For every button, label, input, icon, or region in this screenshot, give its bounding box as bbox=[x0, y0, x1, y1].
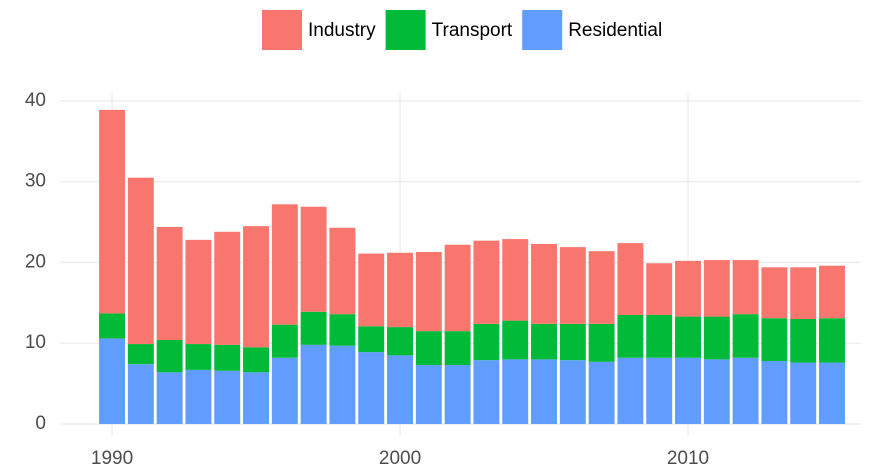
legend-label: Industry bbox=[308, 20, 376, 41]
bar-segment bbox=[531, 243, 557, 324]
bar-segment bbox=[732, 260, 759, 315]
bar-segment bbox=[214, 370, 241, 424]
legend-key bbox=[262, 10, 302, 50]
x-tick-label: 2010 bbox=[667, 448, 709, 469]
bar-segment bbox=[502, 320, 529, 360]
bar-segment bbox=[761, 267, 788, 319]
bar-segment bbox=[588, 251, 615, 324]
bar-segment bbox=[444, 331, 471, 366]
bar-segment bbox=[531, 359, 557, 424]
bar-segment bbox=[646, 314, 673, 358]
legend-label: Residential bbox=[568, 20, 662, 41]
bar-segment bbox=[214, 344, 241, 371]
bar-segment bbox=[761, 360, 788, 424]
bar-segment bbox=[358, 352, 385, 424]
y-tick-label: 30 bbox=[25, 171, 46, 192]
y-tick-label: 40 bbox=[25, 90, 46, 111]
legend-key bbox=[385, 10, 426, 50]
bar-segment bbox=[559, 247, 586, 324]
bar-segment bbox=[502, 239, 529, 321]
bar-segment bbox=[243, 347, 269, 373]
bar-segment bbox=[156, 340, 183, 373]
bar-segment bbox=[99, 313, 125, 339]
bar-segment bbox=[617, 357, 644, 424]
bar-segment bbox=[761, 318, 788, 361]
y-tick-label: 20 bbox=[25, 251, 46, 272]
bar-segment bbox=[588, 323, 615, 362]
bar-segment bbox=[646, 263, 673, 315]
bar-segment bbox=[790, 267, 817, 320]
bar-segment bbox=[473, 240, 500, 324]
bar-segment bbox=[444, 244, 471, 332]
bar-segment bbox=[329, 314, 356, 346]
bar-segment bbox=[127, 177, 154, 345]
bar-segment bbox=[99, 338, 125, 424]
bar-segment bbox=[617, 314, 644, 358]
bar-segment bbox=[214, 231, 241, 345]
y-tick-label: 0 bbox=[35, 413, 46, 434]
bar-segment bbox=[473, 360, 500, 424]
bar-segment bbox=[127, 364, 154, 424]
bar-segment bbox=[819, 362, 845, 424]
x-tick-label: 1990 bbox=[91, 448, 133, 469]
bar-segment bbox=[732, 357, 759, 424]
bar-segment bbox=[646, 357, 673, 424]
bar-segment bbox=[329, 345, 356, 424]
legend-label: Transport bbox=[432, 20, 513, 41]
bar-segment bbox=[415, 331, 442, 366]
bar-segment bbox=[559, 360, 586, 424]
bar-segment bbox=[185, 369, 212, 424]
bar-segment bbox=[675, 260, 701, 317]
bar-segment bbox=[473, 323, 500, 361]
bar-segment bbox=[358, 326, 385, 353]
legend-key bbox=[522, 10, 563, 50]
bar-segment bbox=[559, 323, 586, 361]
x-tick-label: 2000 bbox=[379, 448, 421, 469]
bar-segment bbox=[127, 344, 154, 365]
bar-segment bbox=[185, 239, 212, 345]
bar-segment bbox=[732, 314, 759, 358]
bar-segment bbox=[156, 372, 183, 424]
bar-segment bbox=[300, 311, 327, 345]
bar-segment bbox=[703, 359, 730, 424]
bar-segment bbox=[300, 344, 327, 424]
bar-segment bbox=[271, 324, 298, 358]
bar-segment bbox=[444, 365, 471, 424]
bar-segment bbox=[387, 252, 413, 328]
bar-segment bbox=[415, 251, 442, 332]
bar-segment bbox=[819, 265, 845, 319]
bar-segment bbox=[675, 316, 701, 358]
bar-segment bbox=[156, 226, 183, 341]
bar-segment bbox=[415, 365, 442, 424]
bar-segment bbox=[358, 253, 385, 327]
bar-segment bbox=[531, 323, 557, 360]
bar-segment bbox=[703, 316, 730, 360]
bar-segment bbox=[703, 260, 730, 317]
bar-segment bbox=[617, 243, 644, 315]
bar-segment bbox=[588, 361, 615, 424]
bar-segment bbox=[387, 327, 413, 356]
bar-segment bbox=[387, 355, 413, 424]
bar-segment bbox=[300, 206, 327, 312]
bar-segment bbox=[790, 319, 817, 363]
bar-segment bbox=[502, 359, 529, 424]
bar-segment bbox=[819, 318, 845, 363]
bar-segment bbox=[329, 227, 356, 315]
bar-segment bbox=[99, 109, 125, 314]
bar-segment bbox=[243, 226, 269, 348]
bar-segment bbox=[185, 344, 212, 370]
bar-segment bbox=[271, 204, 298, 325]
bar-segment bbox=[271, 357, 298, 424]
bar-segment bbox=[790, 362, 817, 424]
bar-segment bbox=[675, 357, 701, 424]
y-tick-label: 10 bbox=[25, 332, 46, 353]
bar-segment bbox=[243, 372, 269, 424]
